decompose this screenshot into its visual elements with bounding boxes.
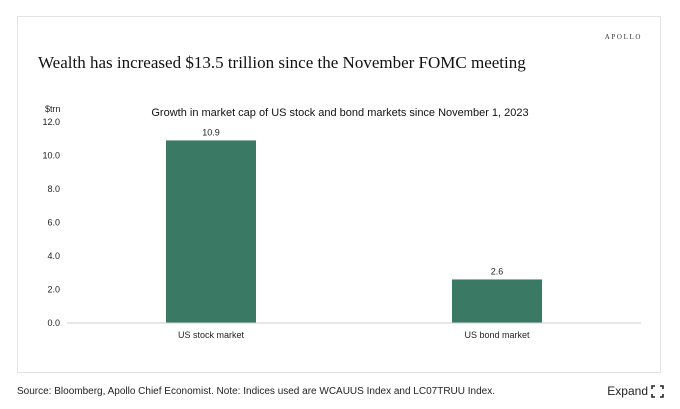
data-label: 2.6 bbox=[491, 266, 504, 276]
brand-logo: APOLLO bbox=[604, 33, 642, 41]
x-tick-label: US bond market bbox=[464, 330, 530, 340]
bar bbox=[166, 140, 256, 323]
y-tick-label: 12.0 bbox=[42, 117, 60, 127]
y-tick-label: 6.0 bbox=[47, 218, 60, 228]
y-tick-label: 2.0 bbox=[47, 285, 60, 295]
chart-title: Growth in market cap of US stock and bon… bbox=[151, 107, 528, 119]
y-tick-label: 8.0 bbox=[47, 184, 60, 194]
y-axis-label: $trn bbox=[45, 104, 61, 114]
y-tick-label: 0.0 bbox=[47, 318, 60, 328]
data-label: 10.9 bbox=[202, 127, 220, 137]
expand-icon bbox=[651, 384, 664, 398]
x-tick-labels: US stock market US bond market bbox=[178, 330, 530, 340]
y-tick-label: 10.0 bbox=[42, 151, 60, 161]
expand-label: Expand bbox=[607, 384, 648, 398]
bars-group bbox=[166, 140, 542, 323]
bar bbox=[452, 279, 542, 323]
page-title: Wealth has increased $13.5 trillion sinc… bbox=[38, 53, 526, 72]
data-labels: 10.9 2.6 bbox=[202, 127, 503, 276]
y-tick-label: 4.0 bbox=[47, 251, 60, 261]
source-note: Source: Bloomberg, Apollo Chief Economis… bbox=[17, 386, 496, 397]
x-tick-label: US stock market bbox=[178, 330, 245, 340]
chart-card: APOLLO Wealth has increased $13.5 trilli… bbox=[17, 16, 661, 373]
expand-button[interactable]: Expand bbox=[607, 384, 664, 398]
y-tick-labels: 12.0 10.0 8.0 6.0 4.0 2.0 0.0 bbox=[42, 117, 60, 328]
